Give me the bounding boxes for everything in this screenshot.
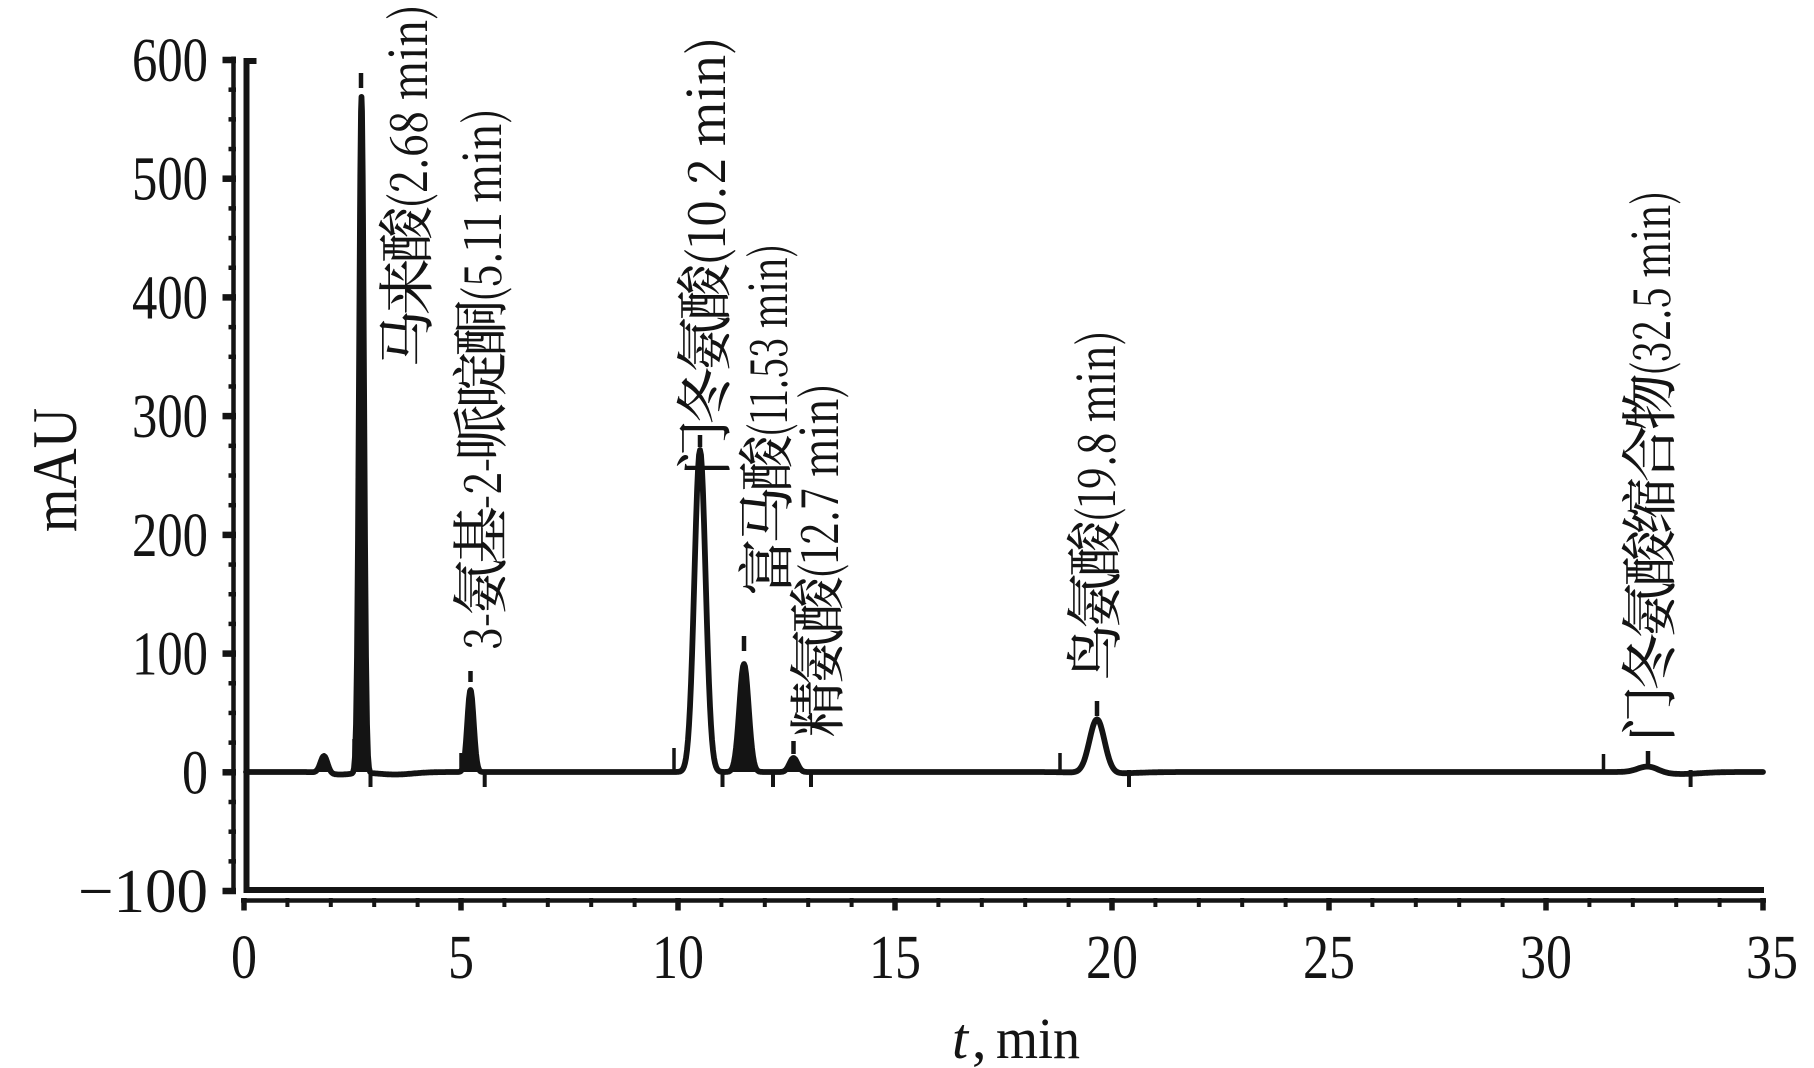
svg-text:25: 25 <box>1303 924 1355 992</box>
svg-text:100: 100 <box>132 621 208 689</box>
svg-text:min: min <box>996 1006 1080 1068</box>
svg-text:mAU: mAU <box>20 408 90 532</box>
svg-text:t: t <box>952 1006 970 1068</box>
svg-text:0: 0 <box>231 924 257 992</box>
svg-text:20: 20 <box>1086 924 1138 992</box>
svg-text:200: 200 <box>132 502 208 570</box>
svg-text:−100: −100 <box>78 858 208 926</box>
svg-text:400: 400 <box>132 264 208 332</box>
svg-text:300: 300 <box>132 383 208 451</box>
svg-text:15: 15 <box>869 924 921 992</box>
svg-text:,: , <box>972 1006 987 1068</box>
svg-text:0: 0 <box>182 739 208 807</box>
svg-text:5: 5 <box>448 924 474 992</box>
svg-text:35: 35 <box>1746 924 1798 992</box>
svg-text:500: 500 <box>132 146 208 214</box>
svg-text:30: 30 <box>1520 924 1572 992</box>
svg-text:600: 600 <box>132 27 208 95</box>
svg-text:10: 10 <box>652 924 704 992</box>
